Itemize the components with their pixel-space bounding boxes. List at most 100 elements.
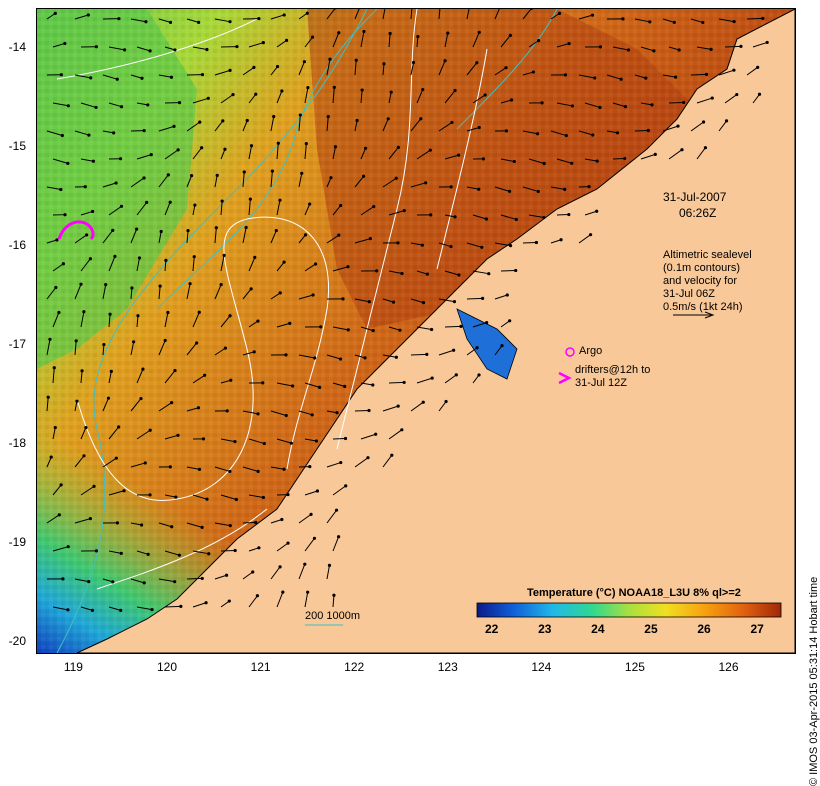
velocity-arrowhead <box>333 86 336 89</box>
velocity-arrowhead <box>449 245 452 248</box>
velocity-arrowhead <box>87 580 90 583</box>
colorbar-tick-label: 24 <box>591 623 604 636</box>
lon-tick-label: 120 <box>147 660 187 674</box>
velocity-arrowhead <box>226 409 229 412</box>
velocity-arrowhead <box>50 456 53 459</box>
velocity-arrowhead <box>243 170 246 173</box>
altimetry-line-1: Altimetric sealevel <box>663 249 752 262</box>
velocity-arrowhead <box>299 113 302 116</box>
velocity-arrowhead <box>57 311 60 314</box>
velocity-arrowhead <box>197 406 200 409</box>
velocity-arrowhead <box>104 283 107 286</box>
velocity-arrowhead <box>283 13 286 16</box>
velocity-arrowhead <box>311 413 314 416</box>
velocity-arrowhead <box>113 255 116 258</box>
velocity-arrowhead <box>108 313 111 316</box>
velocity-arrowhead <box>229 524 232 527</box>
velocity-arrowhead <box>481 297 484 300</box>
velocity-arrowhead <box>444 400 447 403</box>
velocity-arrowhead <box>58 513 61 516</box>
velocity-arrowhead <box>598 106 601 109</box>
velocity-arrowhead <box>223 148 226 151</box>
velocity-arrowhead <box>205 48 208 51</box>
velocity-arrowhead <box>487 272 490 275</box>
velocity-arrowhead <box>508 319 511 322</box>
velocity-arrowhead <box>54 426 57 429</box>
velocity-arrowhead <box>61 577 64 580</box>
velocity-arrowhead <box>66 162 69 165</box>
velocity-arrowhead <box>306 12 309 15</box>
velocity-arrowhead <box>111 229 114 232</box>
velocity-arrowhead <box>170 76 173 79</box>
velocity-arrowhead <box>366 456 369 459</box>
velocity-arrowhead <box>82 310 85 313</box>
velocity-arrowhead <box>254 521 257 524</box>
velocity-arrowhead <box>246 119 249 122</box>
velocity-arrowhead <box>119 157 122 160</box>
velocity-arrowhead <box>80 369 83 372</box>
velocity-arrowhead <box>537 39 540 42</box>
velocity-arrowhead <box>390 91 393 94</box>
velocity-arrowhead <box>563 188 566 191</box>
velocity-arrowhead <box>291 384 294 387</box>
velocity-arrowhead <box>591 133 594 136</box>
velocity-arrowhead <box>84 426 87 429</box>
altimetry-legend: Altimetric sealevel (0.1m contours) and … <box>663 249 752 314</box>
velocity-arrowhead <box>120 552 123 555</box>
velocity-arrowhead <box>422 401 425 404</box>
velocity-arrowhead <box>228 470 231 473</box>
velocity-arrowhead <box>201 577 204 580</box>
velocity-arrowhead <box>735 93 738 96</box>
lat-tick-label: -19 <box>2 535 26 549</box>
velocity-arrowhead <box>282 261 285 264</box>
velocity-arrowhead <box>540 101 543 104</box>
altimetry-line-4: 31-Jul 06Z <box>663 288 752 301</box>
velocity-arrowhead <box>261 381 264 384</box>
velocity-arrowhead <box>102 343 105 346</box>
velocity-arrowhead <box>145 201 148 204</box>
velocity-arrowhead <box>193 255 196 258</box>
velocity-arrowhead <box>362 175 365 178</box>
copyright-text: © IMOS 03-Apr-2015 05:31:14 Hobart time <box>808 266 820 786</box>
velocity-arrowhead <box>169 465 172 468</box>
velocity-arrowhead <box>368 300 371 303</box>
velocity-arrowhead <box>75 339 78 342</box>
velocity-arrowhead <box>484 93 487 96</box>
velocity-arrowhead <box>84 185 87 188</box>
lon-tick-label: 126 <box>708 660 748 674</box>
velocity-arrowhead <box>256 594 259 597</box>
velocity-arrowhead <box>280 518 283 521</box>
velocity-arrowhead <box>272 115 275 118</box>
velocity-arrowhead <box>224 347 227 350</box>
velocity-arrowhead <box>147 553 150 556</box>
velocity-arrowhead <box>313 356 316 359</box>
velocity-arrowhead <box>198 468 201 471</box>
velocity-arrowhead <box>54 286 57 289</box>
velocity-arrowhead <box>95 45 98 48</box>
velocity-arrowhead <box>431 377 434 380</box>
velocity-arrowhead <box>339 204 342 207</box>
velocity-arrowhead <box>508 190 511 193</box>
velocity-arrowhead <box>733 20 736 23</box>
velocity-arrowhead <box>48 338 51 341</box>
lon-tick-label: 123 <box>428 660 468 674</box>
velocity-arrowhead <box>308 465 311 468</box>
velocity-arrowhead <box>485 321 488 324</box>
velocity-arrowhead <box>450 185 453 188</box>
velocity-arrowhead <box>587 185 590 188</box>
velocity-arrowhead <box>150 608 153 611</box>
velocity-arrowhead <box>233 440 236 443</box>
velocity-arrowhead <box>178 101 181 104</box>
velocity-arrow <box>165 606 181 607</box>
velocity-arrowhead <box>75 399 78 402</box>
velocity-arrowhead <box>140 523 143 526</box>
velocity-arrowhead <box>589 233 592 236</box>
velocity-arrowhead <box>480 246 483 249</box>
velocity-arrowhead <box>205 498 208 501</box>
velocity-arrowhead <box>271 170 274 173</box>
velocity-arrowhead <box>166 311 169 314</box>
velocity-arrowhead <box>678 48 681 51</box>
velocity-arrowhead <box>367 409 370 412</box>
velocity-arrowhead <box>504 66 507 69</box>
velocity-arrowhead <box>761 17 764 20</box>
